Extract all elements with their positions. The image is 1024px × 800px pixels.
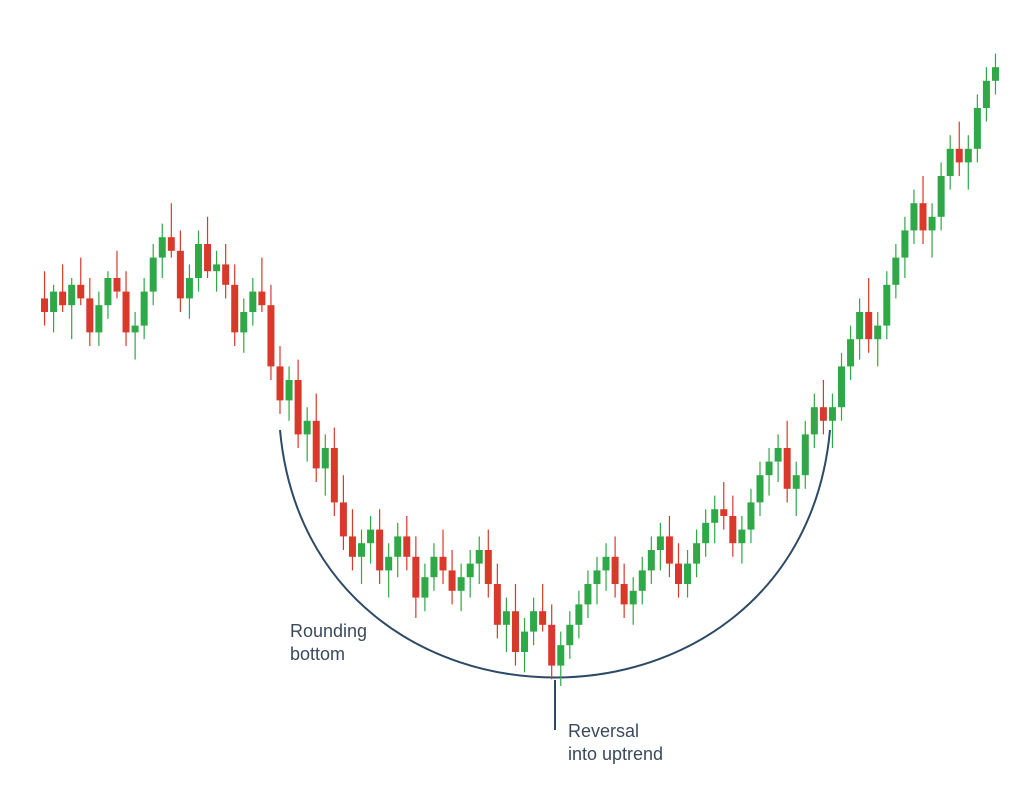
reversal-label-line2: into uptrend <box>568 744 663 764</box>
candlestick-chart <box>0 0 1024 800</box>
rounding-bottom-label: Rounding bottom <box>290 620 367 667</box>
rounding-bottom-label-line1: Rounding <box>290 621 367 641</box>
reversal-label: Reversal into uptrend <box>568 720 663 767</box>
reversal-label-line1: Reversal <box>568 721 639 741</box>
candlestick-chart-container: Rounding bottom Reversal into uptrend <box>0 0 1024 800</box>
rounding-bottom-label-line2: bottom <box>290 644 345 664</box>
